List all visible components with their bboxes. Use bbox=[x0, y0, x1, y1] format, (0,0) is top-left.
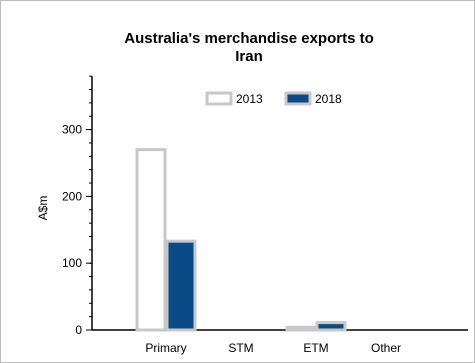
bars bbox=[135, 148, 347, 332]
chart-title-line-1: Australia's merchandise exports to bbox=[124, 30, 374, 47]
y-tick-label: 100 bbox=[62, 256, 82, 270]
x-tick-label: ETM bbox=[303, 341, 328, 355]
x-tick-label: Other bbox=[371, 341, 401, 355]
bar bbox=[165, 239, 197, 332]
legend-label: 2013 bbox=[236, 92, 263, 106]
chart-title-line-2: Iran bbox=[235, 48, 263, 65]
bar bbox=[315, 321, 347, 332]
axes: 0 100 200 300 Primary STM ETM Other bbox=[62, 75, 468, 355]
legend-label: 2018 bbox=[315, 92, 342, 106]
y-tick-label: 300 bbox=[62, 123, 82, 137]
y-axis-label: A$m bbox=[36, 196, 50, 221]
bar bbox=[135, 148, 167, 332]
bar bbox=[285, 325, 317, 332]
x-tick-label: Primary bbox=[145, 341, 186, 355]
legend: 2013 2018 bbox=[205, 91, 342, 106]
y-tick-label: 0 bbox=[75, 323, 82, 337]
legend-swatch bbox=[284, 91, 312, 106]
legend-swatch bbox=[205, 91, 233, 106]
x-tick-label: STM bbox=[228, 341, 253, 355]
y-tick-label: 200 bbox=[62, 189, 82, 203]
